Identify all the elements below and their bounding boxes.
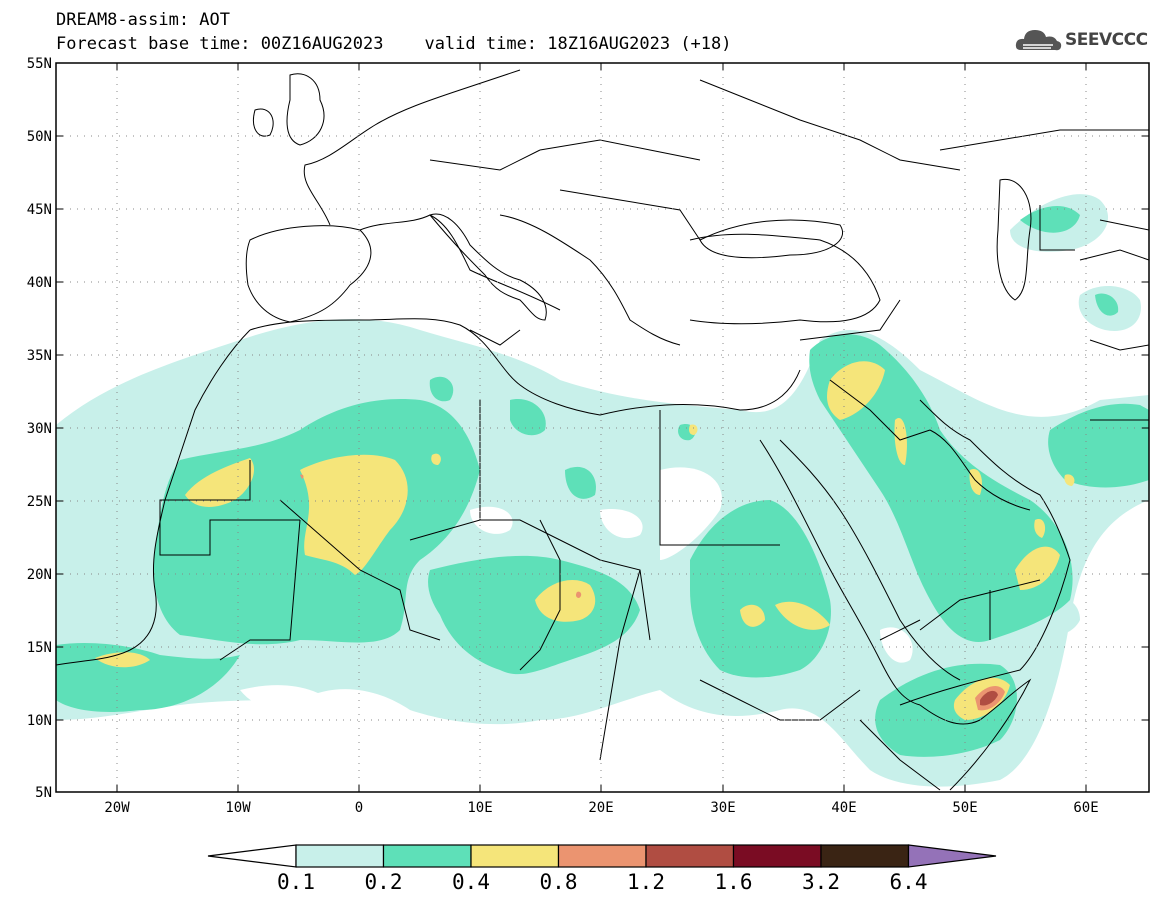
colorbar-low-arrow: [207, 844, 297, 868]
lat-label: 50N: [27, 129, 52, 145]
lon-label: 50E: [952, 800, 977, 816]
colorbar-high-arrow: [907, 844, 997, 868]
seevccc-logo: SEEVCCC: [1015, 24, 1155, 56]
colorbar-label: 0.1: [277, 870, 315, 894]
lat-label: 35N: [27, 348, 52, 364]
lon-label: 20E: [588, 800, 613, 816]
forecast-time-info: Forecast base time: 00Z16AUG2023 valid t…: [56, 34, 732, 54]
lon-label: 40E: [831, 800, 856, 816]
colorbar-label: 6.4: [889, 870, 928, 894]
lon-label: 60E: [1073, 800, 1098, 816]
lat-label: 25N: [27, 494, 52, 510]
colorbar-label: 3.2: [802, 870, 840, 894]
colorbar: [207, 844, 997, 868]
colorbar-cell: [732, 844, 822, 868]
colorbar-cell: [645, 844, 735, 868]
map-title: DREAM8-assim: AOT: [56, 10, 230, 30]
colorbar-label: 0.2: [364, 870, 403, 894]
colorbar-cell: [382, 844, 472, 868]
colorbar-label: 1.2: [627, 870, 665, 894]
lat-label: 5N: [35, 785, 52, 801]
colorbar-cell: [295, 844, 385, 868]
lat-label: 40N: [27, 275, 52, 291]
lat-label: 20N: [27, 567, 52, 583]
lon-label: 30E: [710, 800, 735, 816]
lat-label: 10N: [27, 713, 52, 729]
colorbar-cell: [820, 844, 910, 868]
cloud-icon: [1015, 30, 1062, 51]
colorbar-cell: [470, 844, 560, 868]
colorbar-label: 0.8: [539, 870, 578, 894]
lat-label: 30N: [27, 421, 52, 437]
lon-label: 0: [355, 800, 363, 816]
logo-text: SEEVCCC: [1065, 30, 1148, 50]
aot-contours: [56, 63, 1149, 792]
colorbar-cell: [557, 844, 647, 868]
colorbar-label: 0.4: [452, 870, 490, 894]
lon-label: 20W: [104, 800, 130, 816]
lat-label: 55N: [27, 56, 52, 72]
lat-label: 45N: [27, 202, 52, 218]
lon-label: 10W: [225, 800, 251, 816]
lat-label: 15N: [27, 640, 52, 656]
colorbar-label: 1.6: [714, 870, 753, 894]
lon-label: 10E: [467, 800, 492, 816]
